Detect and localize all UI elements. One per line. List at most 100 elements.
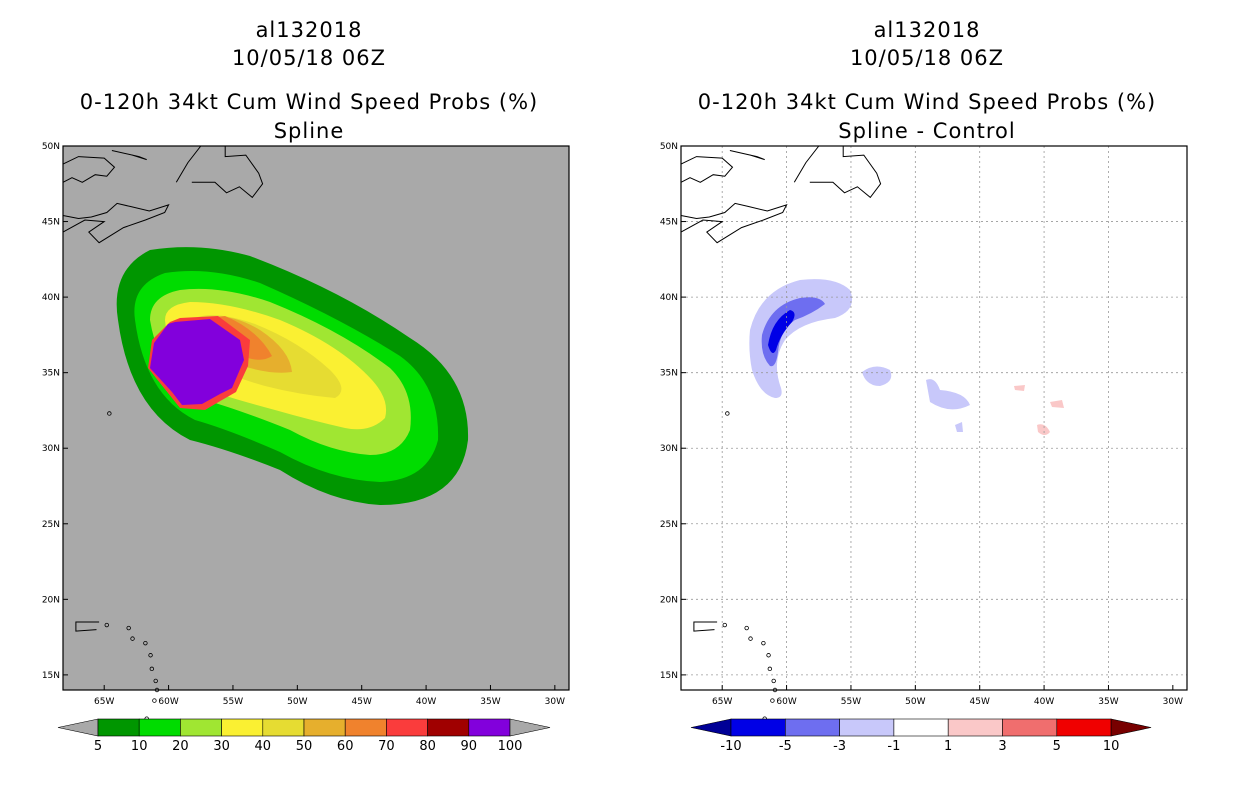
lon-tick-label: 30W <box>545 697 565 707</box>
island <box>771 678 776 684</box>
storm-id: al132018 <box>873 18 981 42</box>
colorbar-label: 10 <box>131 739 148 754</box>
colorbar-swatch <box>730 718 786 737</box>
lon-tick-label: 65W <box>712 697 732 707</box>
panel-spline: al132018 10/05/18 06Z 0-120h 34kt Cum Wi… <box>42 18 570 754</box>
lon-tick-label: 60W <box>776 697 796 707</box>
colorbar-swatch <box>386 718 428 737</box>
lat-tick-label: 25N <box>42 520 60 530</box>
lat-tick-label: 35N <box>660 369 678 379</box>
coastline <box>729 150 765 161</box>
diff-minus5-minus10 <box>768 310 795 354</box>
colorbar-swatch <box>785 718 840 737</box>
island <box>148 653 153 658</box>
lat-tick-label: 30N <box>42 444 60 454</box>
lon-tick-label: 35W <box>480 697 500 707</box>
colorbar-swatch <box>303 718 346 737</box>
colorbar-swatch <box>97 718 140 737</box>
colorbar-label: 10 <box>1103 739 1120 754</box>
product-title: 0-120h 34kt Cum Wind Speed Probs (%) <box>697 90 1157 114</box>
colorbar-swatch <box>893 718 949 737</box>
lon-tick-label: 45W <box>970 697 990 707</box>
lon-tick-label: 40W <box>1034 697 1054 707</box>
lon-tick-label: 35W <box>1098 697 1118 707</box>
lon-tick-label: 60W <box>158 697 178 707</box>
datetime: 10/05/18 06Z <box>231 46 387 70</box>
colorbar-label: 70 <box>378 739 395 754</box>
colorbar: 5 10 20 30 40 50 60 70 80 90 100 <box>57 718 551 754</box>
island <box>152 698 157 703</box>
colorbar-over-arrow <box>1110 718 1152 737</box>
diff-plus1-blob <box>1050 400 1064 408</box>
diff-minus1-blob <box>926 379 970 410</box>
lon-tick-label: 55W <box>841 697 861 707</box>
colorbar-label: 40 <box>255 739 272 754</box>
coastline <box>693 621 718 632</box>
colorbar-label: -5 <box>779 739 792 754</box>
lat-tick-label: 15N <box>42 671 60 681</box>
lat-tick-label: 30N <box>660 444 678 454</box>
colorbar-over-arrow <box>509 718 551 737</box>
colorbar-swatch <box>1002 718 1058 737</box>
island <box>107 411 112 416</box>
island <box>744 625 749 631</box>
prob-90-100 <box>150 319 244 405</box>
colorbar-swatch <box>427 718 470 737</box>
coastline <box>75 621 100 632</box>
lat-tick-label: 45N <box>660 218 678 228</box>
colorbar-label: -3 <box>833 739 846 754</box>
lat-tick-label: 15N <box>660 671 678 681</box>
map-plot: 15N 20N 25N 30N 35N 40N 45N 50N 65W 60W 55W 50W 45W 4… <box>42 142 570 754</box>
colorbar-label: 30 <box>213 739 230 754</box>
island <box>143 640 148 646</box>
panel-subtitle: Spline - Control <box>838 119 1016 143</box>
colorbar-label: 80 <box>419 739 436 754</box>
colorbar-swatch <box>839 718 895 737</box>
colorbar-label: -1 <box>887 739 900 754</box>
lon-tick-label: 30W <box>1163 697 1183 707</box>
island <box>149 666 155 672</box>
lon-tick-label: 65W <box>94 697 114 707</box>
map-plot: 15N 20N 25N 30N 35N 40N 45N 50N 65W 60W 55W 50W 45W 4… <box>660 142 1188 754</box>
lat-tick-label: 45N <box>42 218 60 228</box>
island <box>104 622 109 628</box>
colorbar-label: 1 <box>944 739 952 754</box>
island <box>722 622 727 628</box>
diff-minus1-blob <box>955 422 963 432</box>
map-frame <box>62 145 570 691</box>
colorbar-swatch <box>468 718 511 737</box>
coastline <box>62 202 170 244</box>
colorbar-swatch <box>180 718 222 737</box>
lat-tick-label: 50N <box>660 142 678 152</box>
lat-tick-label: 40N <box>660 293 678 303</box>
storm-id: al132018 <box>255 18 363 42</box>
colorbar-label: 90 <box>461 739 478 754</box>
colorbar-swatch <box>262 718 305 737</box>
diff-minus3-minus5 <box>761 297 825 367</box>
island <box>761 640 766 646</box>
lon-tick-label: 55W <box>223 697 243 707</box>
island <box>770 698 775 703</box>
colorbar-under-arrow <box>57 718 99 737</box>
map-frame-group: 15N 20N 25N 30N 35N 40N 45N 50N 65W 60W 55W 50W 45W 4… <box>660 142 1188 721</box>
coastline <box>111 150 147 161</box>
colorbar-swatch <box>138 718 181 737</box>
lon-tick-label: 45W <box>352 697 372 707</box>
colorbar-swatch <box>344 718 387 737</box>
diff-minus1-minus3 <box>749 279 853 398</box>
coastline <box>62 156 116 183</box>
coastline <box>680 156 734 183</box>
diff-plus1-blob <box>1014 385 1025 391</box>
colorbar-under-arrow <box>690 718 732 737</box>
lon-tick-label: 40W <box>416 697 436 707</box>
colorbar-label: 50 <box>296 739 313 754</box>
island <box>153 678 158 684</box>
lat-tick-label: 35N <box>42 369 60 379</box>
colorbar: -10 -5 -3 -1 1 3 5 10 <box>690 718 1152 754</box>
colorbar-label: 100 <box>498 739 523 754</box>
lat-tick-label: 40N <box>42 293 60 303</box>
colorbar-label: 5 <box>1053 739 1061 754</box>
map-frame-group: 15N 20N 25N 30N 35N 40N 45N 50N 65W 60W 55W 50W 45W 4… <box>42 142 570 721</box>
lat-tick-label: 20N <box>42 595 60 605</box>
datetime: 10/05/18 06Z <box>849 46 1005 70</box>
